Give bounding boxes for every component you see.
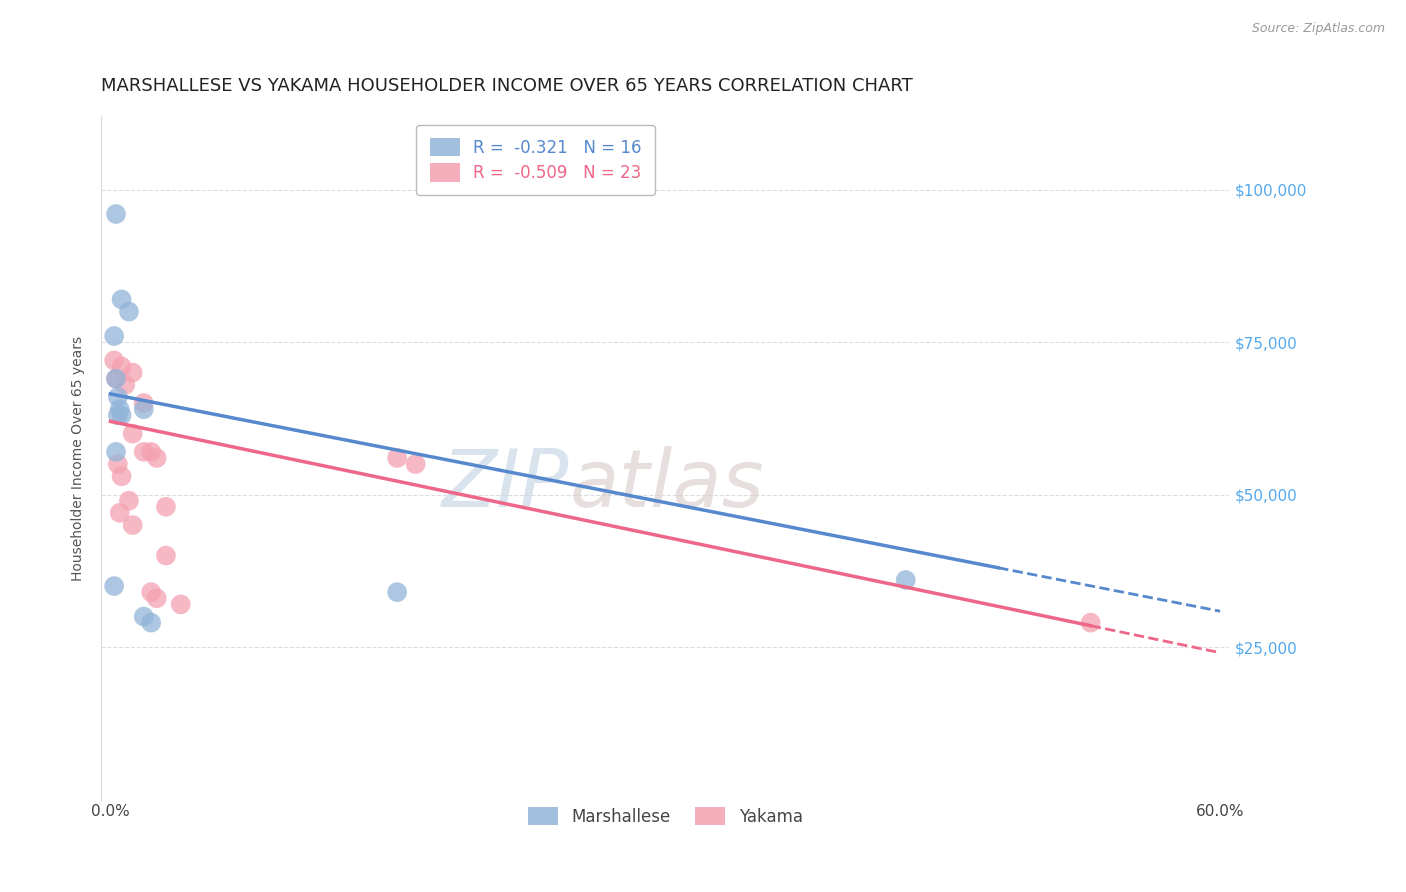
Point [141,615,163,630]
Point [114,377,136,392]
Point [894,573,917,587]
Text: ZIP: ZIP [441,446,569,524]
Point [385,585,408,599]
Point [107,390,129,404]
Point [121,518,143,533]
Point [1080,615,1102,630]
Point [110,359,132,374]
Text: MARSHALLESE VS YAKAMA HOUSEHOLDER INCOME OVER 65 YEARS CORRELATION CHART: MARSHALLESE VS YAKAMA HOUSEHOLDER INCOME… [101,78,912,95]
Point [103,353,125,368]
Point [108,506,131,520]
Point [107,409,129,423]
Point [110,469,132,483]
Point [121,366,143,380]
Point [170,598,193,612]
Point [105,445,128,459]
Point [132,396,155,410]
Y-axis label: Householder Income Over 65 years: Householder Income Over 65 years [72,335,86,581]
Legend: Marshallese, Yakama: Marshallese, Yakama [522,800,810,832]
Point [155,500,177,514]
Point [103,329,125,343]
Point [108,402,131,417]
Point [118,493,141,508]
Point [132,445,155,459]
Text: atlas: atlas [569,446,765,524]
Point [141,445,163,459]
Point [132,402,155,417]
Point [110,293,132,307]
Point [110,409,132,423]
Point [145,591,167,606]
Point [132,609,155,624]
Text: Source: ZipAtlas.com: Source: ZipAtlas.com [1251,22,1385,36]
Point [155,549,177,563]
Point [141,585,163,599]
Point [118,304,141,318]
Point [121,426,143,441]
Point [105,372,128,386]
Point [405,457,427,471]
Point [145,450,167,465]
Point [105,207,128,221]
Point [103,579,125,593]
Point [385,450,408,465]
Point [107,457,129,471]
Point [105,372,128,386]
